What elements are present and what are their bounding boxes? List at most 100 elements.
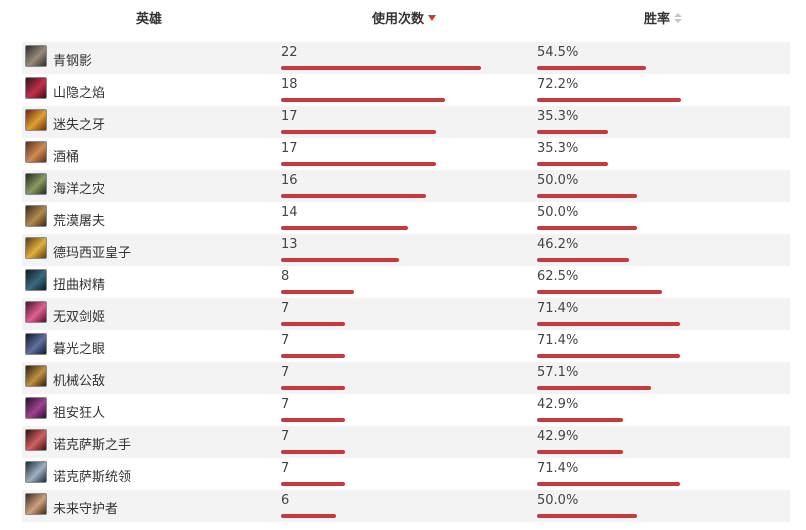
winrate-value: 50.0% xyxy=(537,205,579,220)
hero-avatar xyxy=(25,461,47,483)
hero-avatar xyxy=(25,173,47,195)
uses-bar xyxy=(281,450,345,454)
uses-value: 7 xyxy=(281,301,290,316)
table-row[interactable]: 青钢影 22 54.5% xyxy=(22,42,790,74)
table-row[interactable]: 迷失之牙 17 35.3% xyxy=(22,106,790,138)
uses-bar xyxy=(281,322,345,326)
hero-avatar xyxy=(25,141,47,163)
hero-name[interactable]: 祖安狂人 xyxy=(53,406,106,421)
uses-value: 6 xyxy=(281,493,290,508)
winrate-value: 72.2% xyxy=(537,77,579,92)
winrate-bar xyxy=(537,98,681,102)
hero-name[interactable]: 无双剑姬 xyxy=(53,310,106,325)
table-row[interactable]: 海洋之灾 16 50.0% xyxy=(22,170,790,202)
uses-value: 7 xyxy=(281,397,290,412)
uses-bar xyxy=(281,354,345,358)
uses-bar xyxy=(281,66,481,70)
hero-avatar xyxy=(25,301,47,323)
table-row[interactable]: 荒漠屠夫 14 50.0% xyxy=(22,202,790,234)
winrate-bar xyxy=(537,66,646,70)
table-row[interactable]: 诺克萨斯之手 7 42.9% xyxy=(22,426,790,458)
winrate-value: 62.5% xyxy=(537,269,579,284)
hero-avatar xyxy=(25,429,47,451)
uses-value: 17 xyxy=(281,141,298,156)
winrate-value: 42.9% xyxy=(537,429,579,444)
hero-name[interactable]: 诺克萨斯统领 xyxy=(53,470,132,485)
hero-name[interactable]: 山隐之焰 xyxy=(53,86,106,101)
hero-name[interactable]: 扭曲树精 xyxy=(53,278,106,293)
hero-name[interactable]: 酒桶 xyxy=(53,150,80,165)
table-row[interactable]: 诺克萨斯统领 7 71.4% xyxy=(22,458,790,490)
uses-bar xyxy=(281,194,426,198)
hero-name[interactable]: 诺克萨斯之手 xyxy=(53,438,132,453)
winrate-bar xyxy=(537,290,662,294)
winrate-value: 50.0% xyxy=(537,173,579,188)
winrate-value: 35.3% xyxy=(537,109,579,124)
hero-avatar xyxy=(25,365,47,387)
uses-bar xyxy=(281,98,445,102)
winrate-bar xyxy=(537,386,651,390)
table-header: 英雄 使用次数 胜率 xyxy=(0,0,806,40)
table-row[interactable]: 暮光之眼 7 71.4% xyxy=(22,330,790,362)
hero-avatar xyxy=(25,333,47,355)
hero-name[interactable]: 青钢影 xyxy=(53,54,93,69)
winrate-value: 71.4% xyxy=(537,301,579,316)
winrate-bar xyxy=(537,482,680,486)
hero-avatar xyxy=(25,269,47,291)
hero-name[interactable]: 机械公敌 xyxy=(53,374,106,389)
column-header-uses[interactable]: 使用次数 xyxy=(372,8,437,27)
winrate-value: 57.1% xyxy=(537,365,579,380)
hero-name[interactable]: 德玛西亚皇子 xyxy=(53,246,132,261)
hero-avatar xyxy=(25,397,47,419)
table-body: 青钢影 22 54.5% 山隐之焰 18 72.2% 迷失之牙 17 35.3% 酒桶 17 35.3… xyxy=(22,42,790,522)
hero-avatar xyxy=(25,205,47,227)
uses-value: 16 xyxy=(281,173,298,188)
table-row[interactable]: 德玛西亚皇子 13 46.2% xyxy=(22,234,790,266)
sort-desc-icon xyxy=(428,14,437,22)
hero-avatar xyxy=(25,45,47,67)
uses-value: 7 xyxy=(281,333,290,348)
winrate-value: 35.3% xyxy=(537,141,579,156)
uses-bar xyxy=(281,418,345,422)
table-row[interactable]: 扭曲树精 8 62.5% xyxy=(22,266,790,298)
hero-name[interactable]: 未来守护者 xyxy=(53,502,119,517)
uses-value: 7 xyxy=(281,429,290,444)
column-header-hero[interactable]: 英雄 xyxy=(136,8,162,27)
table-row[interactable]: 酒桶 17 35.3% xyxy=(22,138,790,170)
hero-name[interactable]: 海洋之灾 xyxy=(53,182,106,197)
column-header-winrate[interactable]: 胜率 xyxy=(644,8,683,27)
winrate-bar xyxy=(537,194,637,198)
uses-value: 7 xyxy=(281,365,290,380)
table-row[interactable]: 机械公敌 7 57.1% xyxy=(22,362,790,394)
column-header-hero-label: 英雄 xyxy=(136,12,163,27)
table-row[interactable]: 祖安狂人 7 42.9% xyxy=(22,394,790,426)
hero-name[interactable]: 暮光之眼 xyxy=(53,342,106,357)
uses-value: 8 xyxy=(281,269,290,284)
uses-value: 13 xyxy=(281,237,298,252)
table-row[interactable]: 无双剑姬 7 71.4% xyxy=(22,298,790,330)
table-row[interactable]: 山隐之焰 18 72.2% xyxy=(22,74,790,106)
winrate-bar xyxy=(537,130,608,134)
hero-name[interactable]: 迷失之牙 xyxy=(53,118,106,133)
winrate-value: 54.5% xyxy=(537,45,579,60)
uses-bar xyxy=(281,514,336,518)
winrate-value: 46.2% xyxy=(537,237,579,252)
table-row[interactable]: 未来守护者 6 50.0% xyxy=(22,490,790,522)
winrate-bar xyxy=(537,322,680,326)
uses-bar xyxy=(281,258,399,262)
winrate-bar xyxy=(537,162,608,166)
winrate-bar xyxy=(537,258,629,262)
hero-avatar xyxy=(25,237,47,259)
winrate-bar xyxy=(537,450,623,454)
hero-name[interactable]: 荒漠屠夫 xyxy=(53,214,106,229)
uses-value: 14 xyxy=(281,205,298,220)
hero-avatar xyxy=(25,493,47,515)
winrate-bar xyxy=(537,418,623,422)
sort-both-icon xyxy=(674,12,683,24)
column-header-winrate-label: 胜率 xyxy=(644,12,671,27)
uses-bar xyxy=(281,130,436,134)
uses-value: 7 xyxy=(281,461,290,476)
winrate-bar xyxy=(537,514,637,518)
uses-bar xyxy=(281,482,345,486)
uses-bar xyxy=(281,226,408,230)
